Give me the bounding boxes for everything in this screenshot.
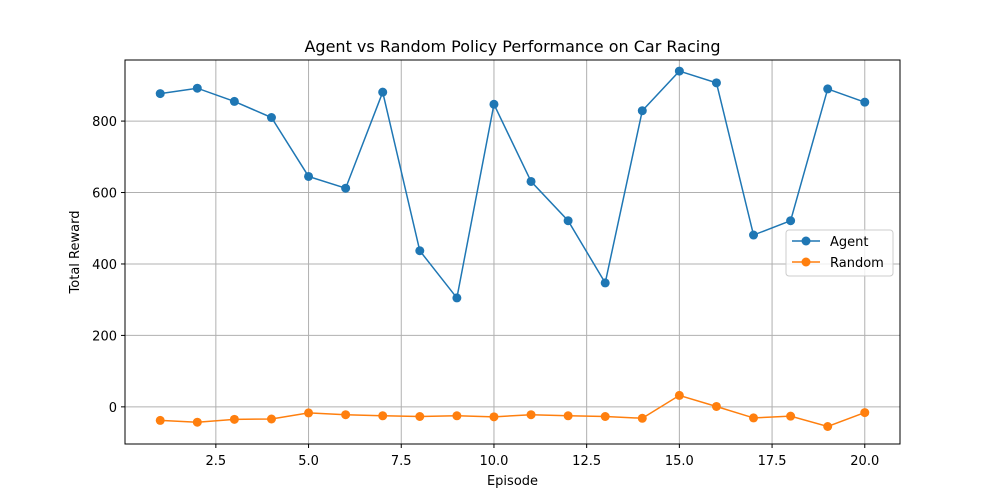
data-point-agent [266,113,276,123]
data-point-random [674,390,684,400]
data-point-random [266,414,276,424]
data-point-random [637,413,647,423]
data-point-random [415,411,425,421]
data-point-agent [860,97,870,107]
y-tick-label: 800 [92,115,117,130]
legend-label-random: Random [830,256,884,271]
data-point-agent [155,89,165,99]
legend-item-random: Random [792,256,884,271]
data-point-random [341,410,351,420]
data-point-agent [489,99,499,109]
data-point-random [378,411,388,421]
y-tick-label: 200 [92,329,117,344]
data-point-random [192,417,202,427]
legend-marker-agent [801,236,811,246]
data-point-agent [378,87,388,97]
data-point-random [452,411,462,421]
data-point-random [823,421,833,431]
legend: Agent Random [785,229,894,277]
series-line-agent [160,70,866,300]
y-tick-label: 0 [109,401,117,416]
data-point-agent [600,278,610,288]
data-point-agent [711,78,721,88]
data-point-random [526,410,536,420]
legend-item-agent: Agent [792,235,868,250]
y-tick-label: 600 [92,187,117,202]
data-point-agent [415,246,425,256]
series-line-random [160,394,866,428]
data-point-agent [304,171,314,181]
data-point-agent [192,83,202,93]
data-point-agent [563,216,573,226]
data-point-agent [526,176,536,186]
x-tick-label: 17.5 [758,454,787,469]
x-tick-label: 7.5 [391,454,412,469]
chart-title: Agent vs Random Policy Performance on Ca… [304,37,720,56]
x-tick-label: 12.5 [572,454,601,469]
x-tick-label: 10.0 [479,454,508,469]
y-tick-label: 400 [92,258,117,273]
y-axis-label: Total Reward [68,211,83,295]
data-point-random [711,401,721,411]
x-tick-label: 20.0 [850,454,879,469]
data-point-random [860,408,870,418]
data-point-agent [637,106,647,116]
data-point-random [489,412,499,422]
data-point-random [749,413,759,423]
x-tick-label: 2.5 [206,454,227,469]
data-point-random [155,415,165,425]
data-point-agent [229,96,239,106]
series-layer [155,66,870,431]
data-point-agent [674,66,684,76]
legend-marker-random [801,257,811,267]
data-point-random [563,411,573,421]
data-point-agent [823,84,833,94]
data-point-agent [749,230,759,240]
x-axis-label: Episode [487,474,538,489]
y-axis: 0 200 400 600 800 [92,115,125,416]
data-point-agent [786,216,796,226]
series-agent [155,66,870,303]
data-point-random [304,408,314,418]
legend-label-agent: Agent [830,235,868,250]
grid [125,60,900,444]
x-axis: 2.5 5.0 7.5 10.0 12.5 15.0 17.5 20.0 [206,444,879,469]
series-random [155,390,870,431]
x-tick-label: 15.0 [665,454,694,469]
data-point-random [600,411,610,421]
data-point-agent [341,183,351,193]
data-point-agent [452,293,462,303]
plot-frame [124,59,901,445]
x-tick-label: 5.0 [298,454,319,469]
data-point-random [229,414,239,424]
data-point-random [786,411,796,421]
